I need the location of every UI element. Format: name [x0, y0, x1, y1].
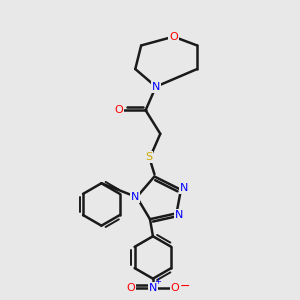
Text: O: O	[169, 32, 178, 42]
Text: N: N	[180, 183, 188, 193]
Text: +: +	[154, 278, 161, 286]
Text: N: N	[152, 82, 160, 92]
Text: −: −	[180, 280, 190, 293]
Text: N: N	[149, 283, 157, 293]
Text: N: N	[175, 210, 184, 220]
Text: O: O	[115, 105, 124, 115]
Text: S: S	[145, 152, 152, 162]
Text: N: N	[131, 192, 140, 202]
Text: O: O	[171, 283, 179, 293]
Text: O: O	[127, 283, 135, 293]
